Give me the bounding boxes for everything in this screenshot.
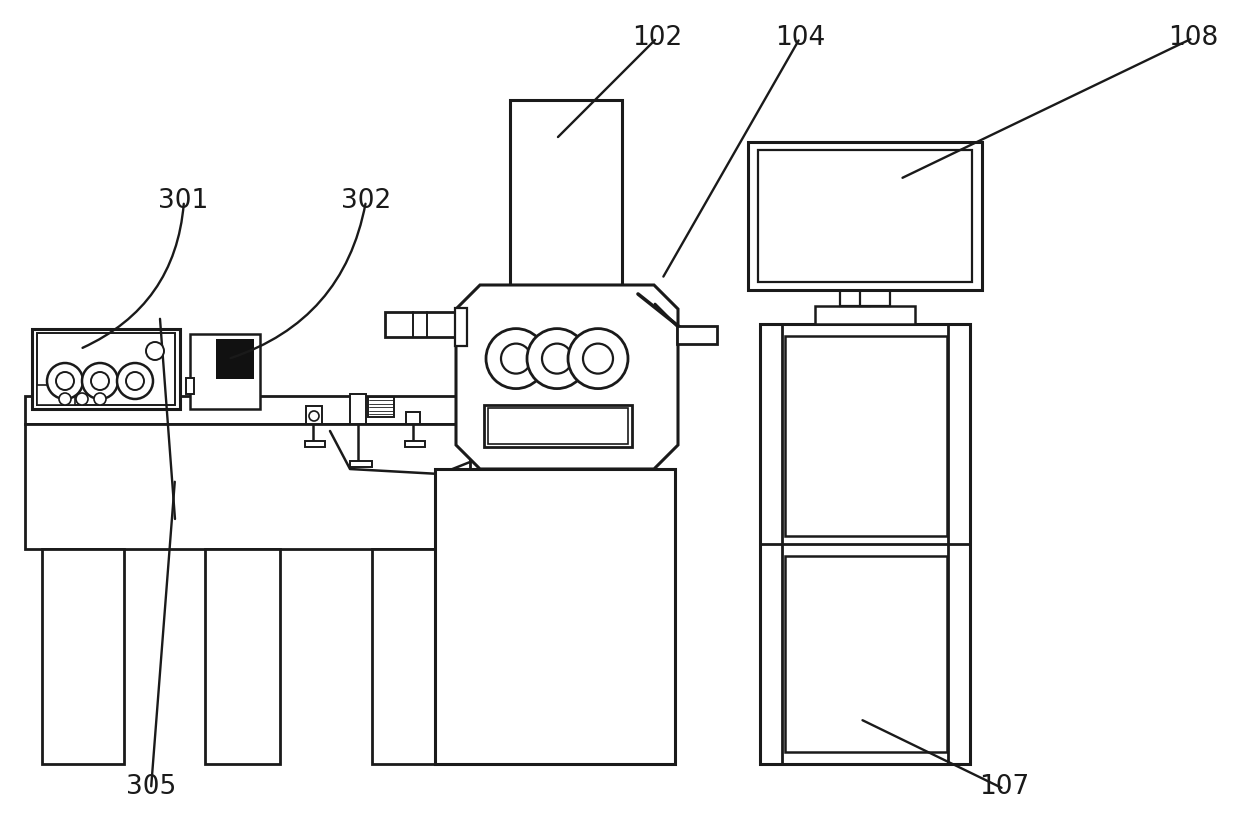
Bar bbox=[815, 306, 915, 324]
Bar bbox=[305, 441, 325, 447]
Circle shape bbox=[82, 363, 118, 399]
Bar bbox=[37, 385, 74, 405]
Bar bbox=[435, 469, 675, 764]
Circle shape bbox=[126, 372, 144, 390]
Circle shape bbox=[501, 344, 531, 373]
Circle shape bbox=[309, 411, 319, 421]
Bar bbox=[205, 549, 280, 764]
Text: 301: 301 bbox=[159, 189, 208, 214]
Bar bbox=[758, 150, 972, 282]
Bar bbox=[216, 339, 254, 379]
Bar bbox=[190, 334, 260, 409]
Circle shape bbox=[91, 372, 109, 390]
Bar bbox=[368, 397, 394, 417]
Bar bbox=[861, 290, 890, 306]
Bar bbox=[839, 290, 870, 306]
Text: 107: 107 bbox=[980, 774, 1029, 800]
Circle shape bbox=[94, 393, 105, 405]
Bar bbox=[405, 441, 425, 447]
Bar bbox=[785, 336, 947, 536]
Bar bbox=[306, 406, 322, 424]
Bar bbox=[677, 326, 717, 344]
Circle shape bbox=[60, 393, 71, 405]
Bar bbox=[200, 396, 218, 409]
Bar bbox=[489, 408, 627, 444]
Bar bbox=[748, 142, 982, 290]
Polygon shape bbox=[456, 285, 678, 469]
Circle shape bbox=[583, 344, 613, 373]
Bar bbox=[32, 329, 180, 409]
Bar bbox=[405, 412, 420, 424]
Circle shape bbox=[527, 329, 587, 388]
Text: 102: 102 bbox=[632, 25, 682, 50]
Bar bbox=[42, 549, 124, 764]
Text: 302: 302 bbox=[341, 189, 391, 214]
Bar bbox=[760, 324, 970, 764]
Bar bbox=[350, 394, 366, 424]
Circle shape bbox=[117, 363, 153, 399]
Bar bbox=[202, 346, 216, 396]
Circle shape bbox=[486, 329, 546, 388]
Circle shape bbox=[47, 363, 83, 399]
Circle shape bbox=[146, 342, 164, 360]
Bar bbox=[186, 378, 193, 394]
Text: 104: 104 bbox=[775, 25, 825, 50]
Bar bbox=[455, 308, 467, 346]
Circle shape bbox=[56, 372, 74, 390]
Bar bbox=[484, 405, 632, 447]
Bar bbox=[785, 556, 947, 752]
Circle shape bbox=[568, 329, 627, 388]
Bar bbox=[25, 424, 470, 549]
Bar bbox=[510, 100, 622, 285]
Text: 108: 108 bbox=[1168, 25, 1218, 50]
Circle shape bbox=[76, 393, 88, 405]
Bar bbox=[37, 333, 175, 405]
Bar bbox=[372, 549, 436, 764]
Bar bbox=[350, 461, 372, 467]
Text: 305: 305 bbox=[126, 774, 176, 800]
Circle shape bbox=[542, 344, 572, 373]
Bar bbox=[384, 311, 458, 336]
Bar bbox=[25, 396, 470, 424]
